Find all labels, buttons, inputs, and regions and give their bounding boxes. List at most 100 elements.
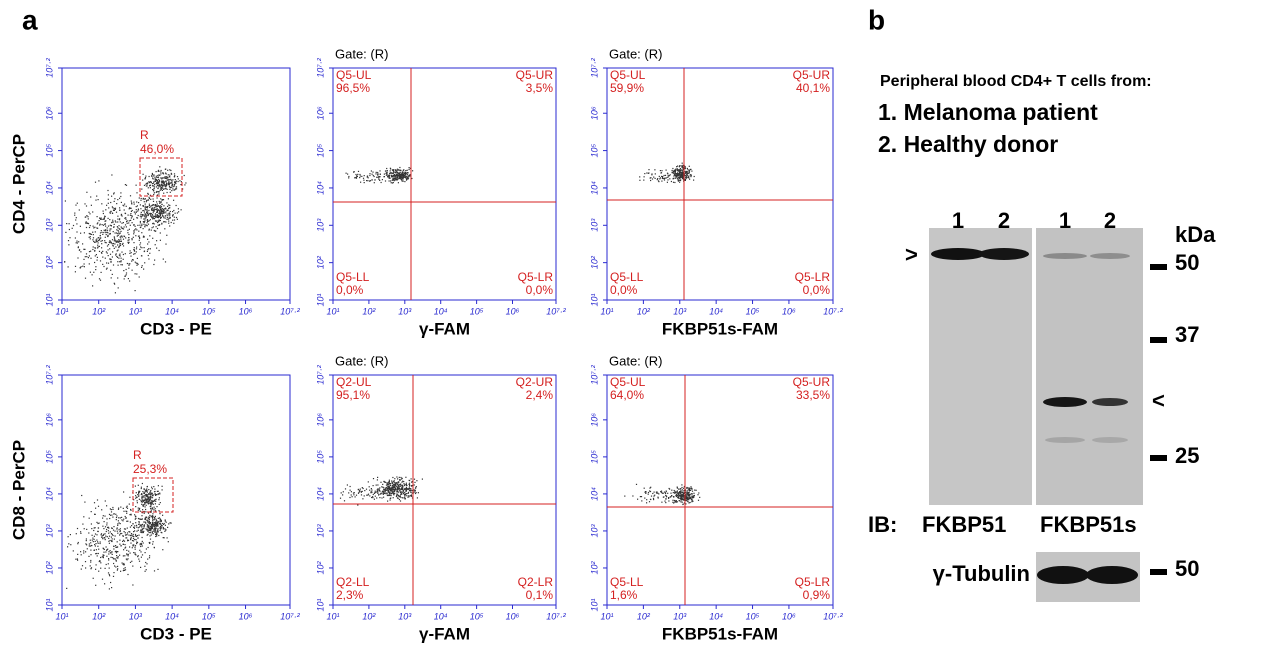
event-dot [152,183,153,184]
event-dot [402,172,403,173]
event-dot [138,485,139,486]
event-dot [150,522,151,523]
event-dot [103,528,104,529]
event-dot [383,491,384,492]
event-dot [109,230,110,231]
event-dot [699,497,700,498]
event-dot [95,553,96,554]
event-dot [108,194,109,195]
event-dot [156,520,157,521]
event-dot [99,251,100,252]
event-dot [672,170,673,171]
event-dot [157,569,158,570]
event-dot [136,525,137,526]
event-dot [131,201,132,202]
event-dot [154,522,155,523]
event-dot [403,483,404,484]
event-dot [394,489,395,490]
event-dot [141,216,142,217]
event-dot [650,178,651,179]
event-dot [152,238,153,239]
event-dot [89,237,90,238]
event-dot [171,523,172,524]
event-dot [114,283,115,284]
event-dot [125,516,126,517]
event-dot [125,213,126,214]
event-dot [405,170,406,171]
event-dot [388,175,389,176]
event-dot [661,492,662,493]
event-dot [687,498,688,499]
event-dot [147,225,148,226]
event-dot [113,572,114,573]
event-dot [680,501,681,502]
marker-dash [1150,264,1167,270]
event-dot [150,206,151,207]
y-axis-title: CD4 - PerCP [9,134,28,234]
event-dot [149,492,150,493]
event-dot [162,181,163,182]
event-dot [149,532,150,533]
event-dot [73,550,74,551]
event-dot [117,250,118,251]
event-dot [404,181,405,182]
event-dot [125,518,126,519]
event-dot [345,488,346,489]
event-dot [360,489,361,490]
event-dot [90,272,91,273]
event-dot [112,256,113,257]
marker-dash [1150,569,1167,575]
event-dot [396,494,397,495]
event-dot [161,525,162,526]
event-dot [109,588,110,589]
marker-label: 25 [1175,443,1199,468]
event-dot [114,224,115,225]
event-dot [164,178,165,179]
event-dot [149,521,150,522]
event-dot [83,552,84,553]
event-dot [89,263,90,264]
event-dot [404,485,405,486]
event-dot [682,167,683,168]
y-tick-label: 10⁵ [589,143,599,157]
event-dot [143,237,144,238]
event-dot [646,502,647,503]
event-dot [139,550,140,551]
event-dot [131,208,132,209]
event-dot [154,491,155,492]
event-dot [412,170,413,171]
event-dot [366,495,367,496]
event-dot [149,198,150,199]
event-dot [109,219,110,220]
event-dot [384,493,385,494]
event-dot [141,496,142,497]
event-dot [90,562,91,563]
event-dot [673,492,674,493]
event-dot [130,543,131,544]
event-dot [103,213,104,214]
event-dot [124,541,125,542]
event-dot [673,502,674,503]
event-dot [174,181,175,182]
event-dot [121,258,122,259]
event-dot [145,176,146,177]
event-dot [124,276,125,277]
event-dot [147,251,148,252]
event-dot [144,219,145,220]
event-dot [340,498,341,499]
event-dot [150,532,151,533]
event-dot [112,245,113,246]
x-tick-label: 10³ [673,611,687,621]
event-dot [109,248,110,249]
event-dot [144,247,145,248]
event-dot [372,172,373,173]
event-dot [165,215,166,216]
event-dot [116,515,117,516]
event-dot [75,205,76,206]
event-dot [141,488,142,489]
event-dot [676,491,677,492]
quadrant-name: Q2-UR [516,375,554,389]
event-dot [126,272,127,273]
event-dot [99,560,100,561]
event-dot [105,258,106,259]
